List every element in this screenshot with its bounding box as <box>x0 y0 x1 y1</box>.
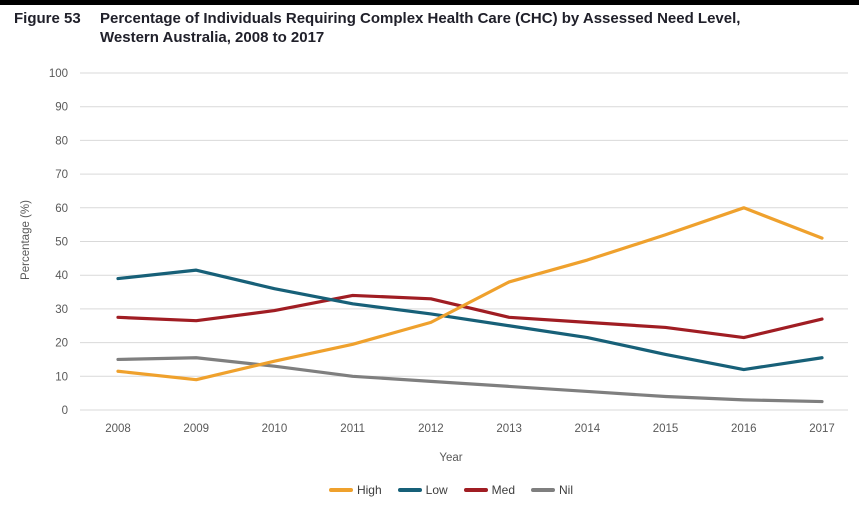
legend-label: Med <box>491 483 516 497</box>
y-tick-label: 40 <box>55 270 68 282</box>
x-tick-label: 2014 <box>575 423 601 435</box>
legend-label: Nil <box>559 483 574 497</box>
legend-label: Low <box>425 483 448 497</box>
y-tick-label: 70 <box>55 169 68 181</box>
legend-item-low: Low <box>397 483 448 497</box>
x-tick-label: 2017 <box>809 423 835 435</box>
legend-item-med: Med <box>463 483 516 497</box>
figure-title: Percentage of Individuals Requiring Comp… <box>100 9 740 47</box>
y-tick-label: 90 <box>55 102 68 114</box>
figure-number-label: Figure 53 <box>14 10 81 27</box>
figure-caption: Figure 53 Percentage of Individuals Requ… <box>14 9 740 47</box>
x-tick-label: 2016 <box>731 423 757 435</box>
x-tick-label: 2009 <box>183 423 209 435</box>
legend-swatch-high <box>328 488 353 492</box>
top-divider-bar <box>0 0 859 5</box>
gridlines <box>80 72 848 411</box>
figure-title-line1: Percentage of Individuals Requiring Comp… <box>100 10 741 27</box>
x-tick-label: 2010 <box>262 423 288 435</box>
x-tick-label: 2015 <box>653 423 679 435</box>
y-tick-label: 50 <box>55 237 68 249</box>
series-line-med <box>116 293 824 340</box>
y-tick-label: 10 <box>55 371 68 383</box>
series-line-low <box>116 268 824 372</box>
legend-swatch-nil <box>531 488 556 492</box>
y-tick-label: 0 <box>62 405 68 417</box>
series-line-nil <box>116 356 824 404</box>
x-tick-label: 2011 <box>340 423 365 435</box>
x-axis-title: Year <box>439 452 463 464</box>
y-axis-title: Percentage (%) <box>20 200 32 280</box>
series-line-high <box>116 206 824 382</box>
legend-swatch-med <box>463 488 488 492</box>
legend: High Low Med Nil <box>80 483 822 497</box>
legend-item-nil: Nil <box>531 483 573 497</box>
x-tick-label: 2012 <box>418 423 444 435</box>
x-tick-label: 2008 <box>105 423 131 435</box>
legend-item-high: High <box>328 483 382 497</box>
y-tick-label: 20 <box>55 338 68 350</box>
y-tick-label: 100 <box>49 68 68 80</box>
y-tick-label: 80 <box>55 135 68 147</box>
figure-title-line2: Western Australia, 2008 to 2017 <box>100 29 325 46</box>
y-tick-labels: 0 10 20 30 40 50 60 70 80 90 100 <box>49 68 68 417</box>
legend-swatch-low <box>397 488 422 492</box>
y-tick-label: 30 <box>55 304 68 316</box>
legend-label: High <box>356 483 382 497</box>
y-tick-label: 60 <box>55 203 68 215</box>
x-tick-label: 2013 <box>496 423 522 435</box>
x-tick-labels: 2008 2009 2010 2011 2012 2013 2014 2015 2016 2017 <box>105 423 835 435</box>
